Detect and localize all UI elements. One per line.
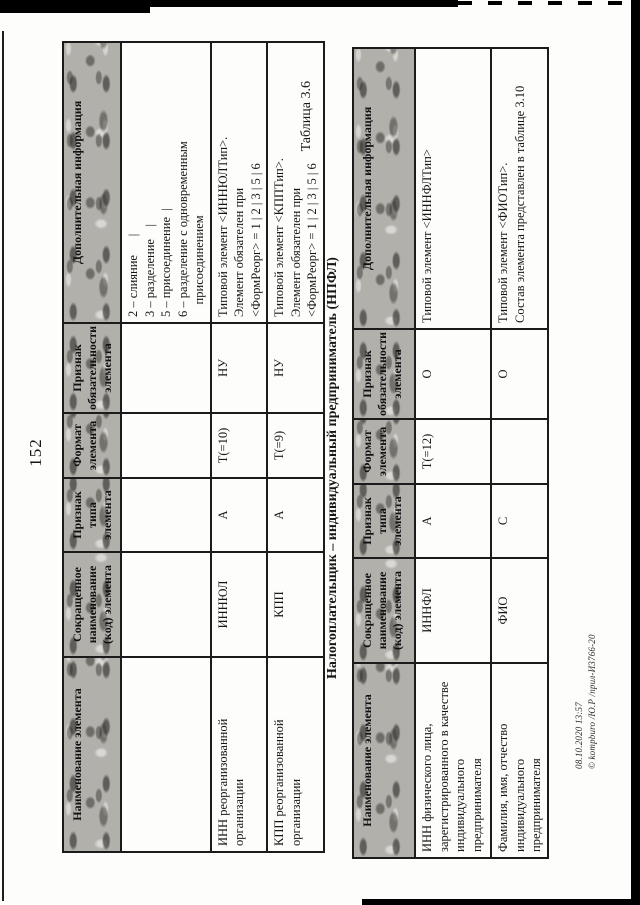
scan-edge-right-bar-thin <box>150 0 458 7</box>
cell-element-format <box>121 413 211 478</box>
cell-element-obligation: НУ <box>267 322 324 413</box>
cell-element-obligation: НУ <box>210 322 267 413</box>
table-row: ИНН физического лица, зарегистрированног… <box>415 47 491 858</box>
cell-element-code <box>121 552 211 657</box>
cell-element-obligation <box>121 322 211 413</box>
cell-element-format: Т(=9) <box>267 413 324 478</box>
table-header-row: Наименование элемента Сокращенное наимен… <box>63 41 121 852</box>
column-header-additional-info: Дополнительная информация <box>63 41 121 323</box>
cell-element-name: ИНН реорганизованной организации <box>210 657 267 852</box>
page-number: 152 <box>26 438 45 467</box>
cell-element-format: Т(=10) <box>210 413 267 478</box>
cell-element-code: КПП <box>267 552 324 657</box>
footer-stamp: 08.10.2020 13:57 © kompburo /Ю.Р /прил-И… <box>573 634 599 769</box>
column-header-element-name: Наименование элемента <box>353 663 415 858</box>
scan-edge-top-line <box>2 31 4 901</box>
scan-edge-right-dashes <box>458 1 638 5</box>
table-taxpayer-individual-entrepreneur: Наименование элемента Сокращенное наимен… <box>352 46 549 859</box>
cell-element-type: А <box>415 484 491 558</box>
cell-element-format: Т(=12) <box>415 419 491 484</box>
cell-element-format <box>491 419 548 484</box>
scan-edge-bottom-bar <box>631 0 640 905</box>
cell-element-code: ФИО <box>491 558 548 663</box>
cell-element-name: Фамилия, имя, отчество индивидуального п… <box>491 663 548 858</box>
table-caption: Таблица 3.6 <box>299 81 314 152</box>
column-header-element-type: Признак типа элемента <box>63 478 121 552</box>
scan-edge-left-bar <box>362 899 640 905</box>
column-header-additional-info: Дополнительная информация <box>353 47 415 329</box>
column-header-element-type: Признак типа элемента <box>353 484 415 558</box>
cell-additional-info: Типовой элемент <ИННФЛТип> <box>415 47 491 329</box>
cell-element-obligation: О <box>491 328 548 419</box>
stamp-reference: © kompburo /Ю.Р /прил-И3766-20 <box>587 634 598 769</box>
column-header-element-name: Наименование элемента <box>63 657 121 852</box>
table-row: 2 – слияние | 3 – разделение | 5 – присо… <box>121 41 211 852</box>
cell-element-name: КПП реорганизованной организации <box>267 657 324 852</box>
table-row: Фамилия, имя, отчество индивидуального п… <box>491 47 548 858</box>
table-row: ИНН реорганизованной организации ИННЮЛ А… <box>210 41 267 852</box>
cell-element-type: А <box>210 478 267 552</box>
scan-edge-right-bar <box>0 0 150 13</box>
table-row: КПП реорганизованной организации КПП А Т… <box>267 41 324 852</box>
cell-element-type <box>121 478 211 552</box>
column-header-element-code: Сокращенное наименование (код) элемента <box>63 552 121 657</box>
cell-additional-info: Типовой элемент <ИННЮЛТип>. Элемент обяз… <box>210 41 267 323</box>
table-header-row: Наименование элемента Сокращенное наимен… <box>353 47 415 858</box>
column-header-element-format: Формат элемента <box>63 413 121 478</box>
cell-element-code: ИННФЛ <box>415 558 491 663</box>
column-header-element-code: Сокращенное наименование (код) элемента <box>353 558 415 663</box>
cell-element-obligation: О <box>415 328 491 419</box>
column-header-element-format: Формат элемента <box>353 419 415 484</box>
cell-additional-info: Типовой элемент <КППТип>. Элемент обязат… <box>267 41 324 323</box>
cell-element-name <box>121 657 211 852</box>
column-header-element-obligation: Признак обязательности элемента <box>353 328 415 419</box>
cell-additional-info: 2 – слияние | 3 – разделение | 5 – присо… <box>121 41 211 323</box>
stamp-datetime: 08.10.2020 13:57 <box>574 702 584 769</box>
table-reorganization-continuation: Наименование элемента Сокращенное наимен… <box>62 40 325 853</box>
cell-element-name: ИНН физического лица, зарегистрированног… <box>415 663 491 858</box>
column-header-element-obligation: Признак обязательности элемента <box>63 322 121 413</box>
cell-element-type: С <box>491 484 548 558</box>
cell-element-code: ИННЮЛ <box>210 552 267 657</box>
table2-title: Налогоплательщик – индивидуальный предпр… <box>325 257 340 679</box>
cell-additional-info: Типовой элемент <ФИОТип>. Состав элемент… <box>491 47 548 329</box>
cell-element-type: А <box>267 478 324 552</box>
